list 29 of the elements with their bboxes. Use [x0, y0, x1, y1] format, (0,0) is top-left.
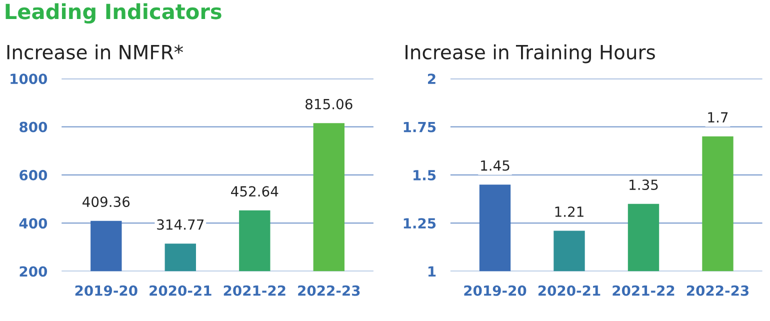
x-tick-label: 2020-21 [538, 285, 600, 296]
data-label: 1.21 [555, 206, 584, 217]
y-tick-label: 800 [20, 122, 48, 132]
x-tick-label: 2019-20 [464, 285, 526, 296]
data-label: 1.7 [708, 112, 728, 122]
y-tick-label: 1.5 [414, 170, 436, 180]
data-label: 815.06 [306, 98, 352, 110]
data-label: 1.45 [481, 160, 510, 171]
data-label: 314.77 [157, 219, 204, 230]
text: Leading Indicators [6, 3, 222, 24]
chart-title: Increase in Training Hours [406, 44, 655, 64]
x-tick-label: 2022-23 [298, 285, 360, 296]
y-tick-label: 2 [428, 74, 436, 84]
y-tick-label: 200 [20, 266, 48, 277]
y-tick-label: 1 [428, 266, 436, 277]
y-tick-label: 1000 [10, 74, 48, 84]
chart-title: Increase in NMFR* [7, 44, 183, 60]
data-label: 409.36 [82, 196, 130, 208]
data-label: 452.64 [231, 186, 278, 197]
x-tick-label: 2020-21 [150, 285, 212, 296]
x-tick-label: 2019-20 [75, 285, 138, 296]
x-tick-label: 2021-22 [224, 285, 286, 296]
y-tick-label: 400 [19, 218, 48, 229]
y-tick-label: 1.25 [404, 218, 436, 229]
x-tick-label: 2021-22 [612, 285, 674, 296]
x-tick-label: 2022-23 [686, 285, 749, 296]
y-tick-label: 600 [20, 170, 48, 180]
y-tick-label: 1.75 [404, 122, 436, 132]
data-label: 1.35 [630, 180, 658, 190]
